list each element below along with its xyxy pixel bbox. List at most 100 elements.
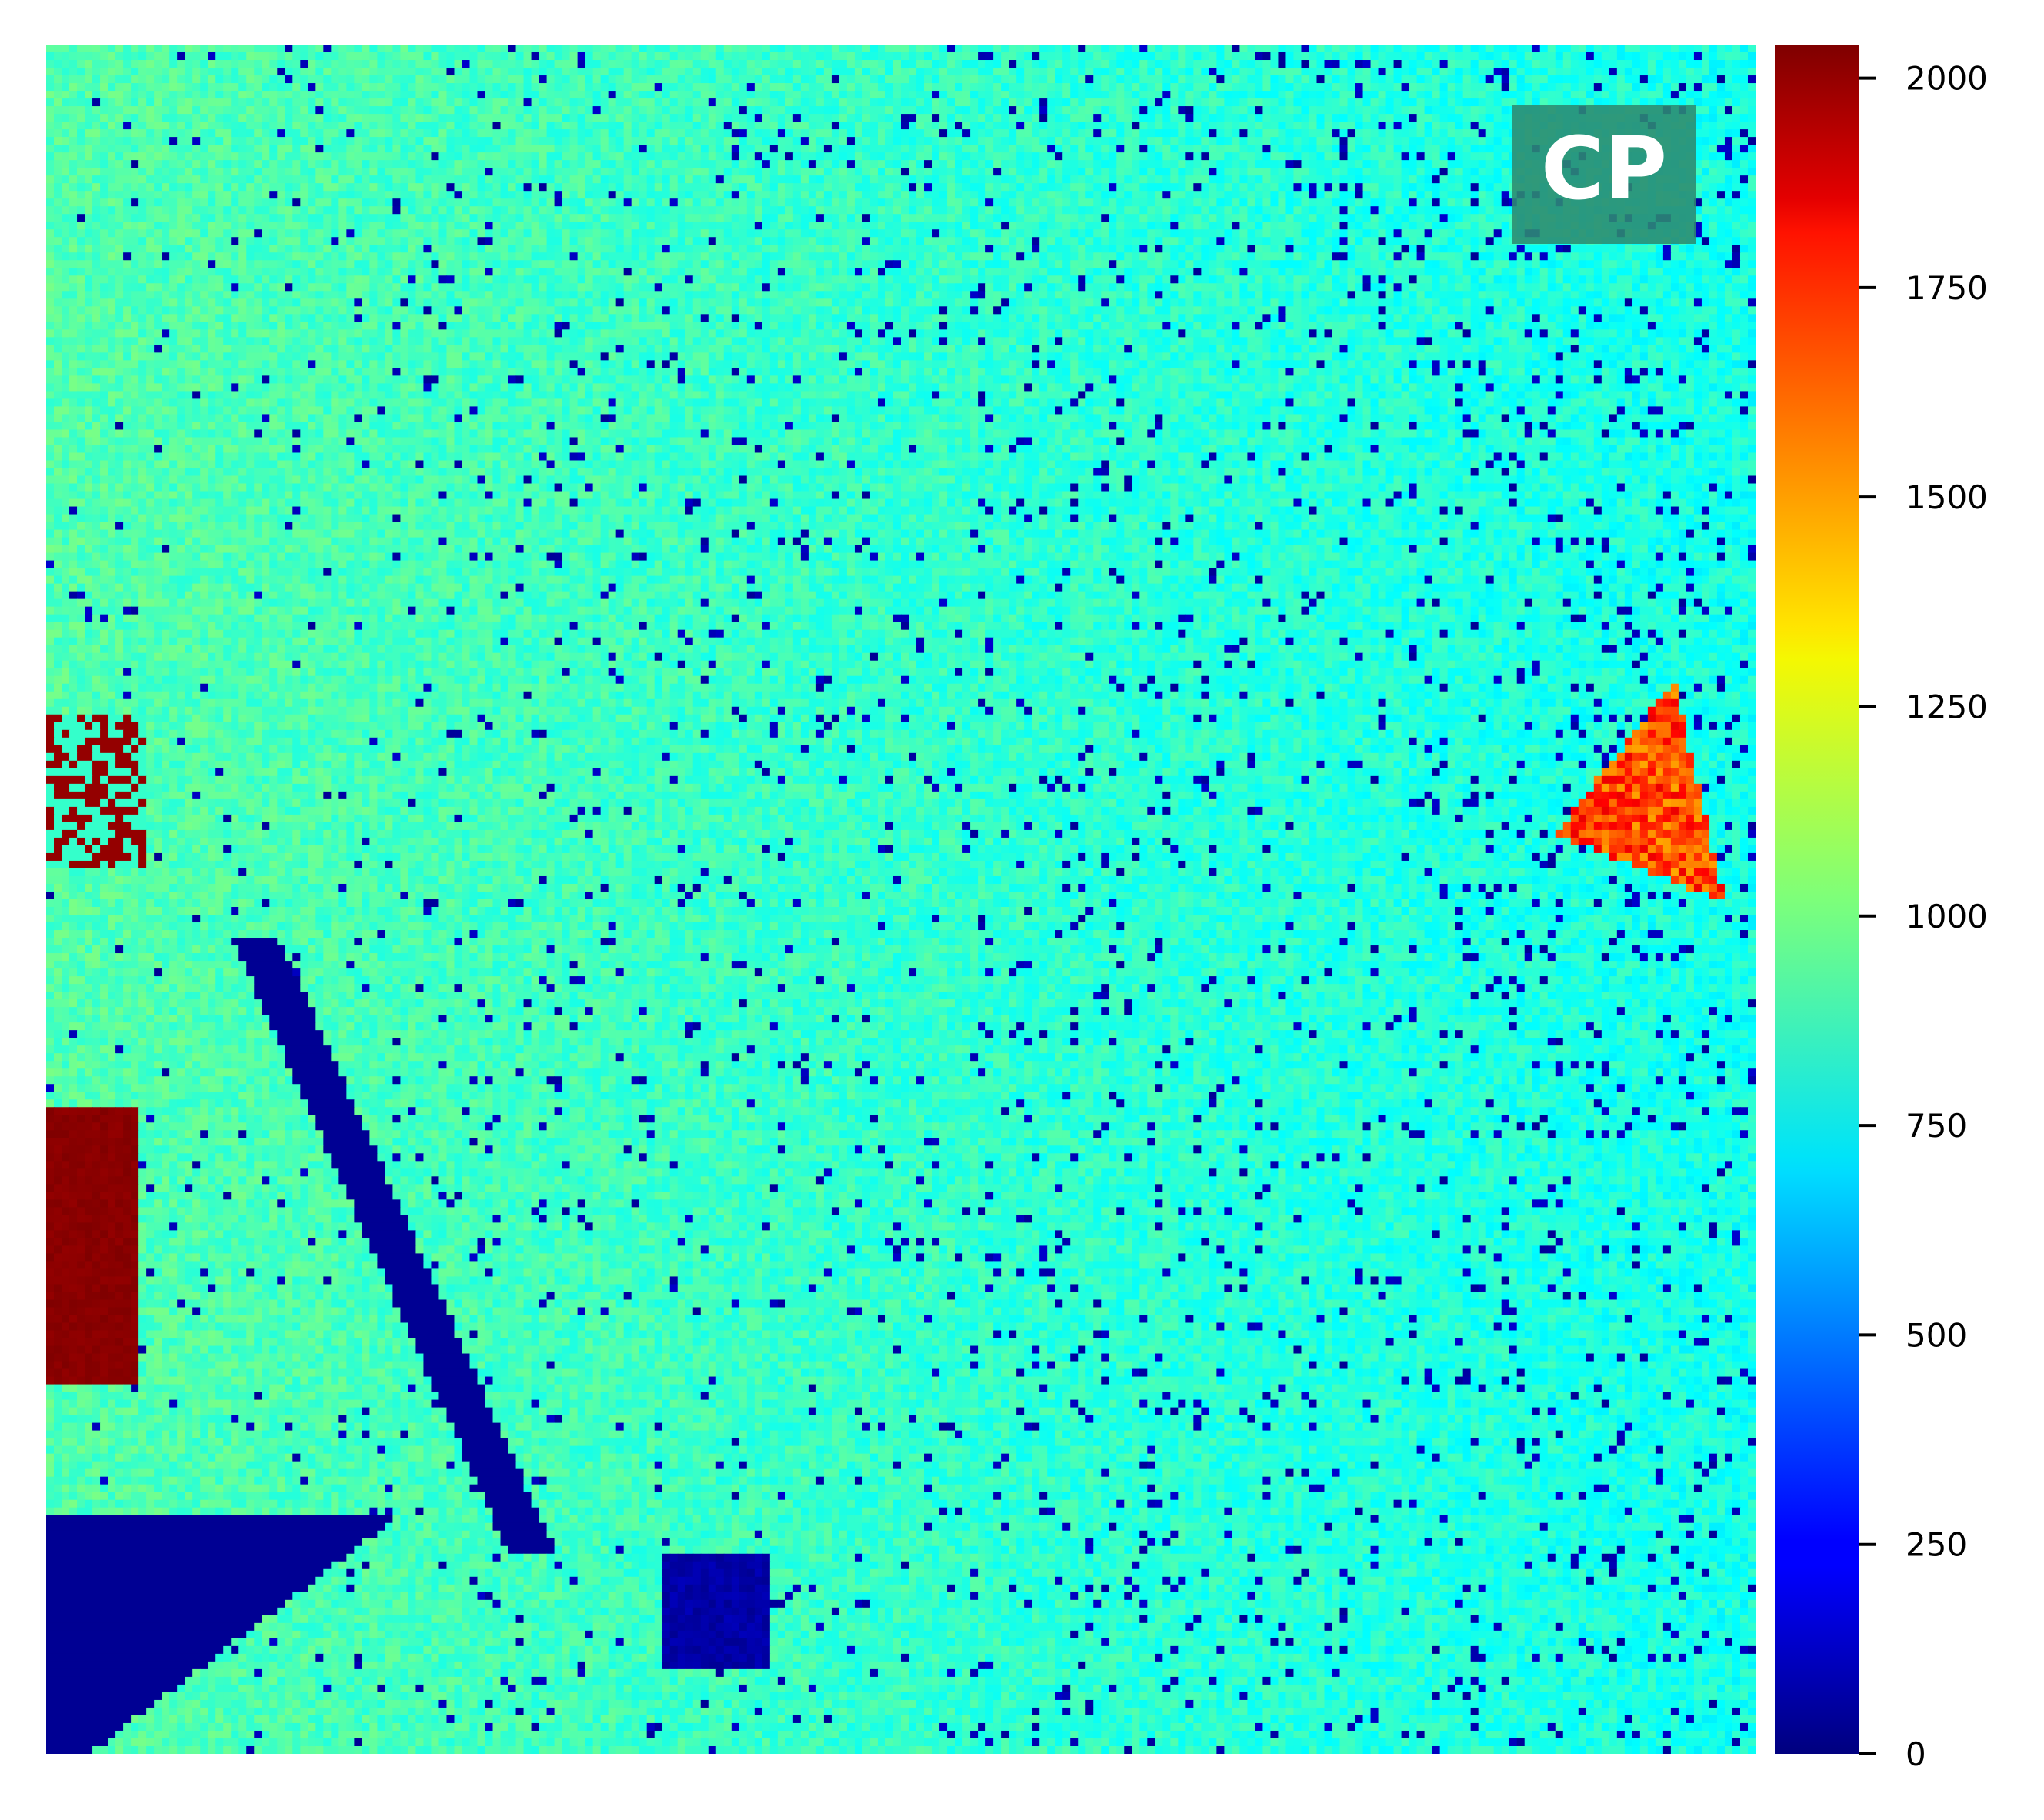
heatmap-cell bbox=[1047, 52, 1055, 61]
heatmap-cell bbox=[1078, 98, 1086, 107]
heatmap-cell bbox=[92, 106, 101, 115]
heatmap-cell bbox=[678, 145, 686, 153]
heatmap-cell bbox=[601, 45, 609, 53]
heatmap-cell bbox=[655, 91, 663, 99]
heatmap-cell bbox=[955, 122, 963, 130]
heatmap-cell bbox=[1640, 75, 1649, 84]
heatmap-cell bbox=[770, 45, 779, 53]
heatmap-cell bbox=[1517, 75, 1525, 84]
heatmap-cell bbox=[1109, 91, 1117, 99]
heatmap-cell bbox=[431, 83, 439, 92]
heatmap-cell bbox=[238, 91, 247, 99]
heatmap-cell bbox=[462, 45, 470, 53]
heatmap-cell bbox=[1224, 106, 1232, 115]
heatmap-cell bbox=[1162, 129, 1171, 138]
heatmap-cell bbox=[1694, 91, 1702, 99]
heatmap-cell bbox=[1116, 45, 1125, 53]
heatmap-cell bbox=[1209, 122, 1217, 130]
heatmap-cell bbox=[254, 68, 262, 76]
heatmap-cell bbox=[54, 45, 62, 53]
heatmap-cell bbox=[1702, 114, 1710, 122]
heatmap-cell bbox=[1216, 45, 1225, 53]
heatmap-cell bbox=[624, 75, 632, 84]
heatmap-cell bbox=[762, 75, 771, 84]
heatmap-cell bbox=[562, 98, 571, 107]
heatmap-cell bbox=[300, 52, 308, 61]
heatmap-cell bbox=[1039, 83, 1048, 92]
heatmap-cell bbox=[701, 68, 709, 76]
heatmap-cell bbox=[1425, 75, 1433, 84]
heatmap-cell bbox=[609, 106, 617, 115]
heatmap-cell bbox=[1009, 129, 1017, 138]
heatmap-cell bbox=[593, 68, 602, 76]
heatmap-cell bbox=[578, 145, 586, 153]
heatmap-cell bbox=[1147, 137, 1155, 145]
heatmap-cell bbox=[177, 129, 185, 138]
heatmap-cell bbox=[1301, 98, 1309, 107]
heatmap-cell bbox=[901, 60, 909, 68]
heatmap-cell bbox=[1332, 91, 1341, 99]
heatmap-cell bbox=[85, 91, 93, 99]
heatmap-cell bbox=[539, 75, 548, 84]
heatmap-cell bbox=[1209, 60, 1217, 68]
heatmap-cell bbox=[1285, 98, 1294, 107]
heatmap-cell bbox=[485, 114, 494, 122]
heatmap-cell bbox=[1532, 52, 1541, 61]
heatmap-cell bbox=[1540, 83, 1549, 92]
heatmap-cell bbox=[208, 106, 216, 115]
heatmap-cell bbox=[331, 122, 339, 130]
heatmap-cell bbox=[555, 68, 563, 76]
heatmap-cell bbox=[516, 122, 525, 130]
heatmap-cell bbox=[1009, 75, 1017, 84]
heatmap-cell bbox=[1001, 122, 1009, 130]
heatmap-cell bbox=[762, 129, 771, 138]
heatmap-cell bbox=[516, 52, 525, 61]
heatmap-cell bbox=[947, 106, 955, 115]
heatmap-cell bbox=[578, 98, 586, 107]
heatmap-cell bbox=[69, 75, 78, 84]
heatmap-cell bbox=[1632, 45, 1641, 53]
heatmap-cell bbox=[1270, 60, 1279, 68]
heatmap-cell bbox=[485, 45, 494, 53]
heatmap-cell bbox=[54, 122, 62, 130]
heatmap-cell bbox=[185, 75, 193, 84]
heatmap-cell bbox=[300, 114, 308, 122]
heatmap-cell bbox=[331, 106, 339, 115]
heatmap-cell bbox=[1432, 114, 1441, 122]
heatmap-cell bbox=[415, 45, 424, 53]
heatmap-cell bbox=[1301, 91, 1309, 99]
heatmap-cell bbox=[1348, 129, 1356, 138]
heatmap-cell bbox=[1563, 60, 1572, 68]
heatmap-cell bbox=[277, 122, 285, 130]
heatmap-cell bbox=[770, 75, 779, 84]
heatmap-cell bbox=[924, 52, 932, 61]
heatmap-cell bbox=[1663, 52, 1672, 61]
heatmap-cell bbox=[1494, 52, 1502, 61]
heatmap-cell bbox=[446, 106, 455, 115]
heatmap-cell bbox=[939, 60, 948, 68]
heatmap-cell bbox=[1070, 137, 1079, 145]
heatmap-cell bbox=[493, 91, 502, 99]
heatmap-cell bbox=[485, 91, 494, 99]
heatmap-cell bbox=[1440, 106, 1449, 115]
heatmap-cell bbox=[739, 91, 748, 99]
heatmap-cell bbox=[470, 75, 478, 84]
heatmap-cell bbox=[1278, 98, 1286, 107]
heatmap-cell bbox=[1409, 98, 1418, 107]
heatmap-cell bbox=[1725, 75, 1733, 84]
heatmap-cell bbox=[1602, 75, 1610, 84]
heatmap-cell bbox=[238, 137, 247, 145]
heatmap-cell bbox=[1316, 129, 1325, 138]
heatmap-cell bbox=[870, 52, 879, 61]
heatmap-cell bbox=[585, 68, 594, 76]
heatmap-cell bbox=[1402, 83, 1410, 92]
heatmap-cell bbox=[770, 122, 779, 130]
heatmap-cell bbox=[1047, 114, 1055, 122]
heatmap-cell bbox=[493, 60, 502, 68]
heatmap-cell bbox=[1047, 83, 1055, 92]
heatmap-cell bbox=[346, 137, 355, 145]
heatmap-cell bbox=[277, 75, 285, 84]
heatmap-cell bbox=[662, 60, 671, 68]
heatmap-cell bbox=[1270, 68, 1279, 76]
heatmap-cell bbox=[1309, 91, 1317, 99]
